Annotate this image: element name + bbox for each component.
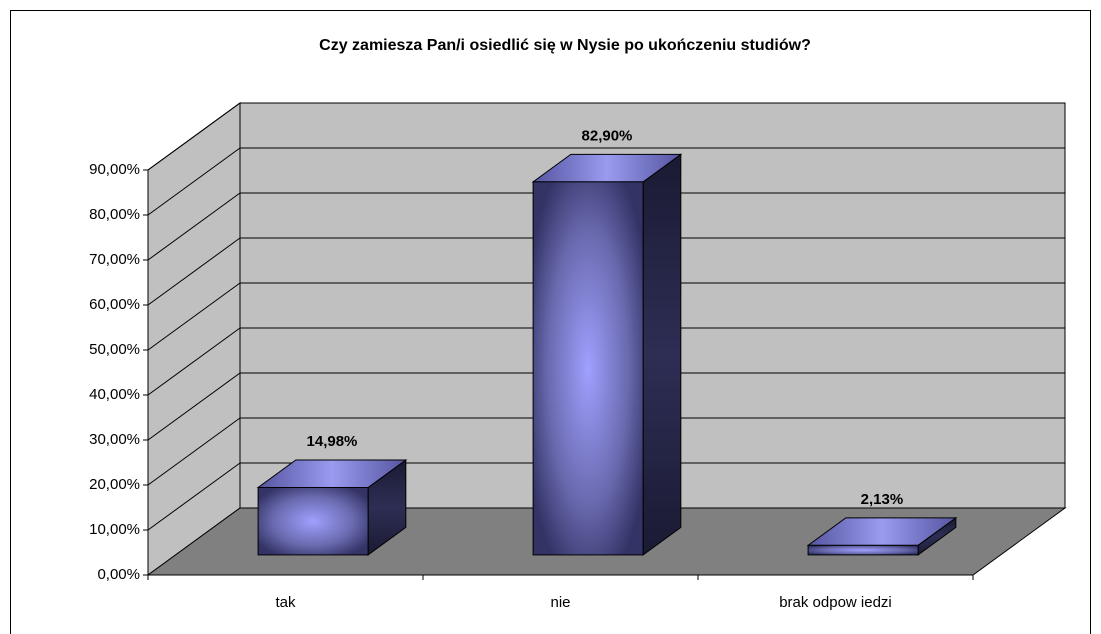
- data-label: 2,13%: [861, 491, 904, 508]
- y-tick-label: 70,00%: [89, 251, 140, 268]
- y-tick-label: 80,00%: [89, 206, 140, 223]
- grid-line: [147, 147, 241, 216]
- x-tick-label: tak: [275, 594, 296, 611]
- x-tick-label: nie: [550, 594, 570, 611]
- grid-line: [147, 102, 241, 171]
- y-tick-label: 50,00%: [89, 341, 140, 358]
- grid-line: [147, 237, 241, 306]
- data-label: 82,90%: [582, 127, 633, 144]
- y-tick-label: 30,00%: [89, 431, 140, 448]
- bar-side: [642, 153, 682, 556]
- y-tick-label: 60,00%: [89, 296, 140, 313]
- grid-line: [147, 192, 241, 261]
- data-label: 14,98%: [307, 433, 358, 450]
- x-tick-label: brak odpow iedzi: [779, 594, 892, 611]
- grid-line: [147, 327, 241, 396]
- grid-line: [147, 372, 241, 441]
- y-tick-label: 90,00%: [89, 161, 140, 178]
- grid-line: [147, 282, 241, 351]
- y-tick-label: 20,00%: [89, 476, 140, 493]
- grid-line: [147, 462, 241, 531]
- y-tick-label: 40,00%: [89, 386, 140, 403]
- grid-line: [147, 417, 241, 486]
- chart-title: Czy zamiesza Pan/i osiedlić się w Nysie …: [319, 37, 811, 54]
- y-tick-label: 0,00%: [97, 566, 140, 583]
- bar: [807, 544, 919, 556]
- side-wall: [147, 102, 241, 576]
- y-tick-label: 10,00%: [89, 521, 140, 538]
- bar: [257, 486, 369, 556]
- bar: [532, 181, 644, 556]
